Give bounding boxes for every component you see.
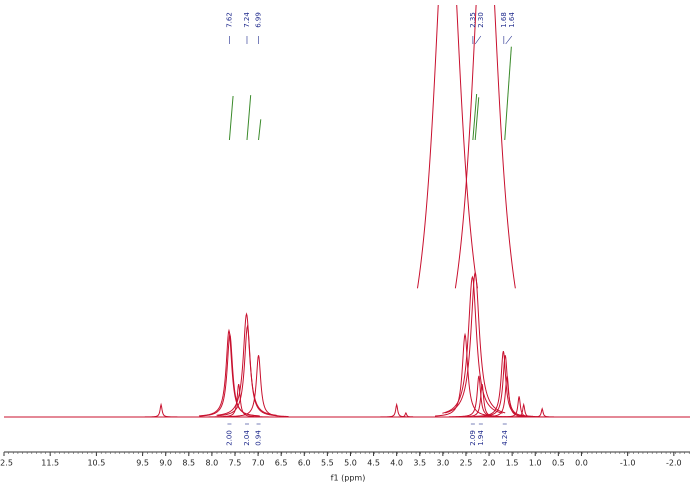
peak-label: 1.64 xyxy=(508,12,516,28)
peak-label: 2.35 xyxy=(469,12,477,28)
integral-curve xyxy=(474,97,480,141)
peak-label: 7.62 xyxy=(225,12,233,28)
integral-curve xyxy=(246,95,252,141)
peak xyxy=(435,332,496,417)
peak-label: 1.68 xyxy=(500,12,508,28)
x-tick-label: 12.5 xyxy=(0,459,13,468)
x-tick-label: 4.0 xyxy=(390,459,403,468)
peak xyxy=(489,396,550,418)
x-axis-label: f1 (ppm) xyxy=(331,474,366,483)
x-tick-label: 5.5 xyxy=(321,459,334,468)
x-tick-label: 5.0 xyxy=(344,459,357,468)
integral-label: 0.94 xyxy=(255,430,263,446)
peak xyxy=(416,5,478,289)
x-tick-label: 8.0 xyxy=(206,459,219,468)
x-tick-label: 2.5 xyxy=(460,459,473,468)
integral-label: 2.04 xyxy=(243,430,251,446)
integral-label: 4.24 xyxy=(501,430,509,446)
x-tick-label: 9.5 xyxy=(136,459,149,468)
x-tick-label: 7.5 xyxy=(229,459,242,468)
x-tick-label: 11.5 xyxy=(41,459,59,468)
x-tick-label: 8.5 xyxy=(182,459,195,468)
integral-label: 2.09 xyxy=(469,430,477,446)
integral-curve xyxy=(504,46,512,141)
x-tick-label: -2.0 xyxy=(666,459,682,468)
peak xyxy=(199,332,260,417)
peak-label-leader xyxy=(474,35,482,45)
peak-label: 7.24 xyxy=(243,12,251,28)
peak-label-leader xyxy=(505,35,513,45)
peak xyxy=(366,402,427,418)
peak xyxy=(454,5,516,289)
peak xyxy=(512,407,573,418)
integral-label: 1.94 xyxy=(477,430,485,446)
peak xyxy=(228,355,289,418)
peak xyxy=(493,402,554,418)
peak xyxy=(442,275,503,414)
x-tick-label: 9.0 xyxy=(159,459,172,468)
x-tick-label: 3.0 xyxy=(436,459,449,468)
x-tick-label: 10.5 xyxy=(87,459,105,468)
x-tick-label: 3.5 xyxy=(413,459,426,468)
x-tick-label: 7.0 xyxy=(252,459,265,468)
peak xyxy=(445,271,506,414)
peak xyxy=(208,383,269,418)
x-tick-label: 1.5 xyxy=(506,459,519,468)
x-tick-label: 4.5 xyxy=(367,459,380,468)
integral-curve xyxy=(228,95,234,141)
peak xyxy=(216,312,277,416)
x-tick-label: 0.0 xyxy=(575,459,588,468)
spectrum xyxy=(4,5,690,418)
integral-curve xyxy=(472,93,478,141)
peak-label: 6.99 xyxy=(255,12,263,28)
integral-label: 2.00 xyxy=(225,430,233,446)
x-tick-label: 6.5 xyxy=(275,459,288,468)
x-tick-label: 0.5 xyxy=(552,459,565,468)
peak xyxy=(375,411,436,418)
x-tick-label: -1.0 xyxy=(620,459,636,468)
integral-curve xyxy=(258,119,262,141)
peak-label: 2.30 xyxy=(477,12,485,28)
x-tick-label: 1.0 xyxy=(529,459,542,468)
peak xyxy=(217,324,278,417)
x-tick-label: 6.0 xyxy=(298,459,311,468)
peak xyxy=(131,402,192,418)
x-tick-label: 2.0 xyxy=(483,459,496,468)
